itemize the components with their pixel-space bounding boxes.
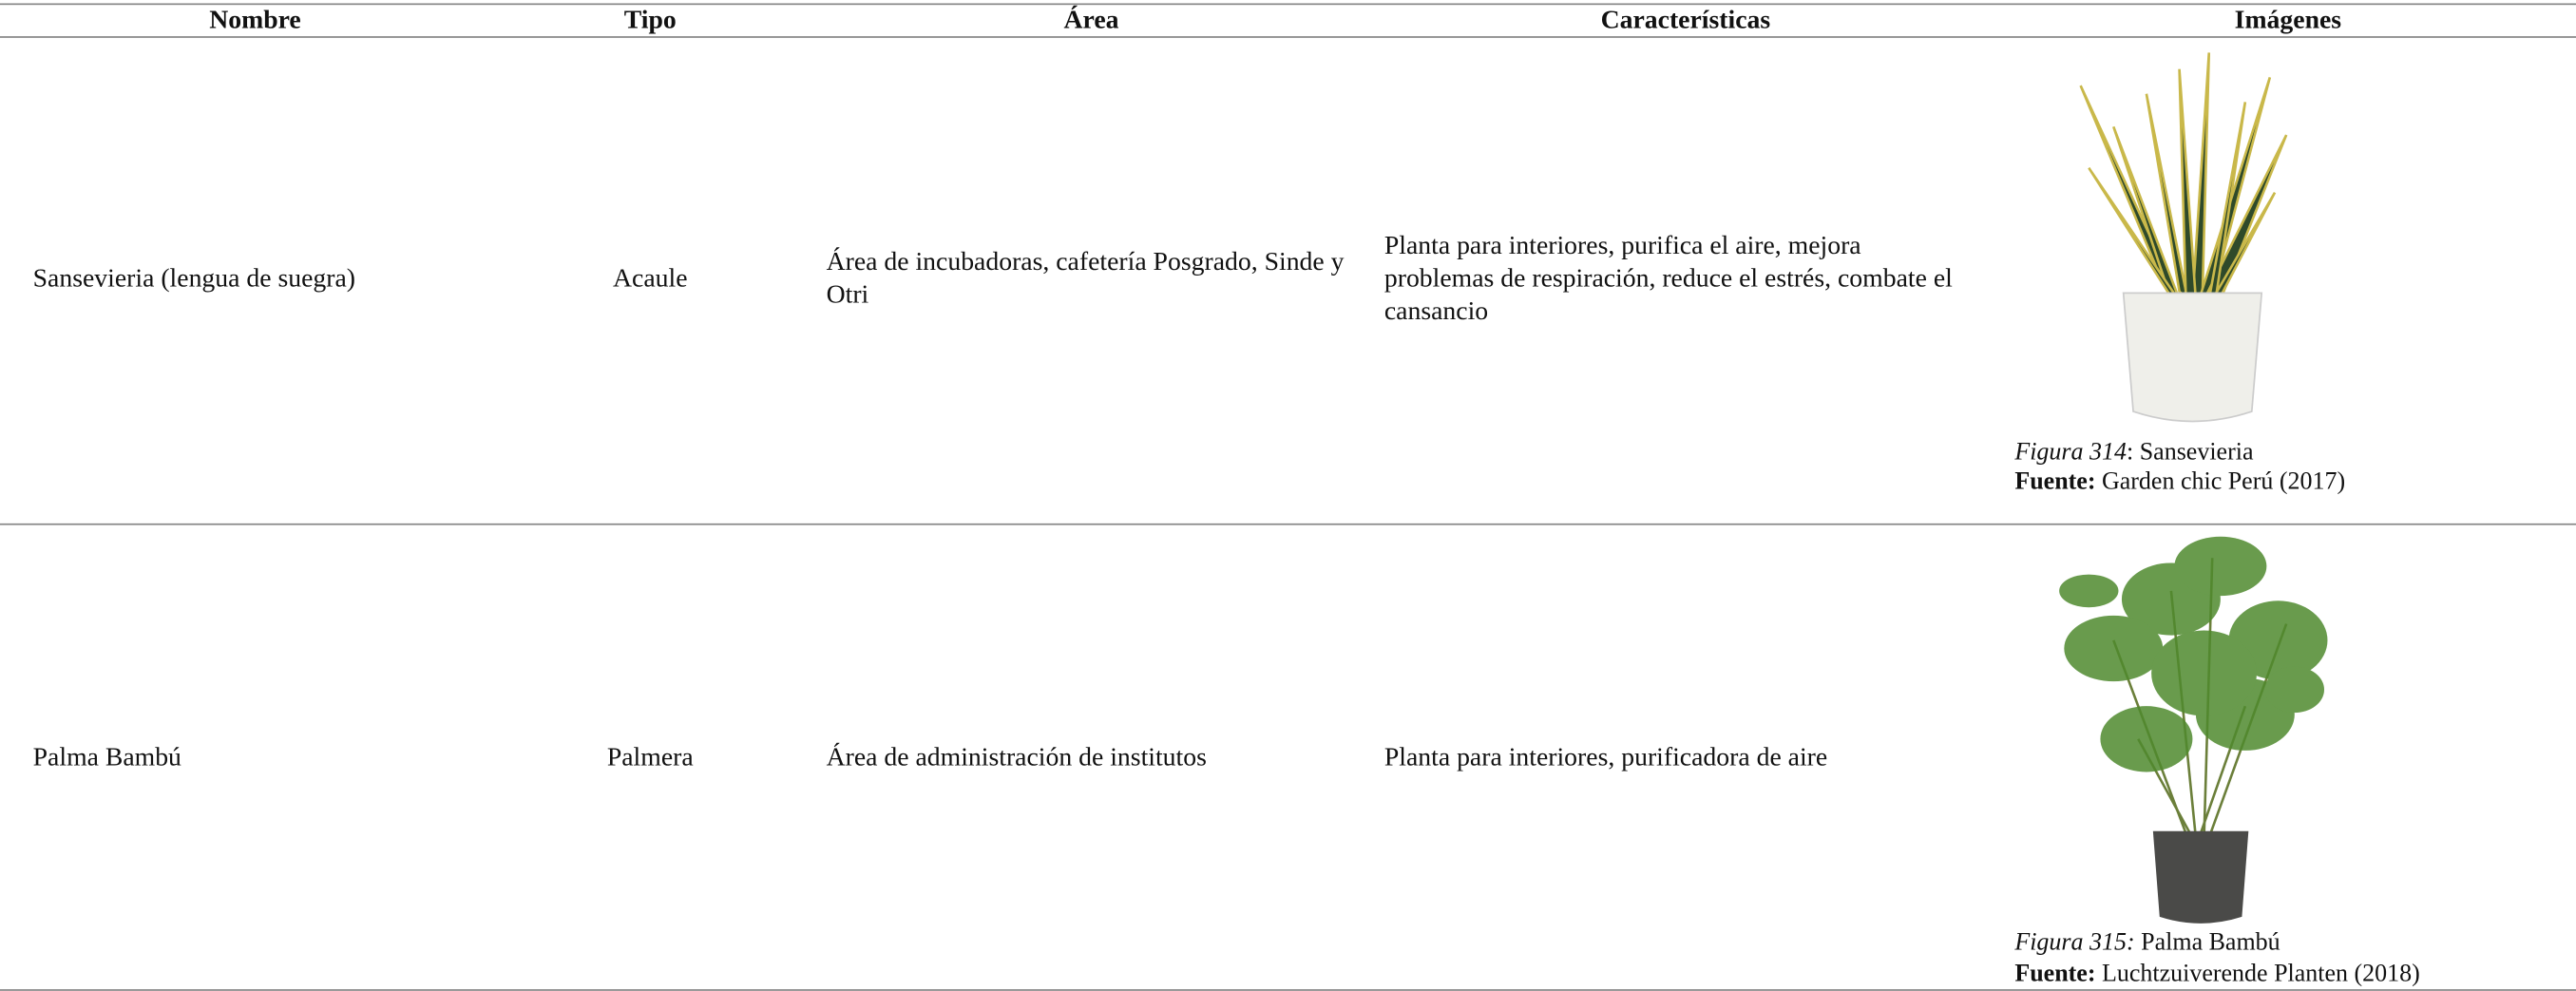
figure-text: Palma Bambú bbox=[2134, 929, 2280, 957]
rule bbox=[0, 36, 2576, 38]
source-text: Luchtzuiverende Planten (2018) bbox=[2095, 961, 2420, 988]
rule bbox=[0, 523, 2576, 525]
cell: Palma Bambú bbox=[32, 743, 181, 772]
header: Tipo bbox=[623, 6, 677, 35]
cell: Sansevieria (lengua de suegra) bbox=[32, 264, 356, 294]
source-label: Fuente: bbox=[2014, 961, 2096, 988]
cell: Área de incubadoras, cafetería Posgrado,… bbox=[826, 248, 1345, 310]
plant-image bbox=[2079, 52, 2288, 423]
figure-label: Figura 315: bbox=[2014, 929, 2135, 957]
source: Fuente: Garden chic Perú (2017) bbox=[2014, 467, 2345, 498]
cell: Planta para interiores, purifica el aire… bbox=[1383, 232, 1953, 326]
header: Área bbox=[1063, 6, 1119, 35]
source-label: Fuente: bbox=[2014, 468, 2096, 496]
source-text: Garden chic Perú (2017) bbox=[2095, 468, 2346, 496]
caption: Figura 315: Palma Bambú bbox=[2014, 928, 2280, 959]
header: Imágenes bbox=[2234, 6, 2342, 35]
plant-image bbox=[2059, 536, 2328, 924]
source: Fuente: Luchtzuiverende Planten (2018) bbox=[2014, 960, 2419, 990]
header: Características bbox=[1600, 6, 1771, 35]
cell: Área de administración de institutos bbox=[826, 743, 1207, 772]
cell: Planta para interiores, purificadora de … bbox=[1383, 743, 1828, 772]
cell: Acaule bbox=[613, 264, 688, 294]
rule bbox=[0, 3, 2576, 6]
figure-label: Figura 314 bbox=[2014, 439, 2127, 467]
header: Nombre bbox=[209, 6, 301, 35]
cell: Palmera bbox=[606, 743, 694, 772]
figure-text: : Sansevieria bbox=[2126, 439, 2254, 467]
caption: Figura 314: Sansevieria bbox=[2014, 438, 2253, 468]
